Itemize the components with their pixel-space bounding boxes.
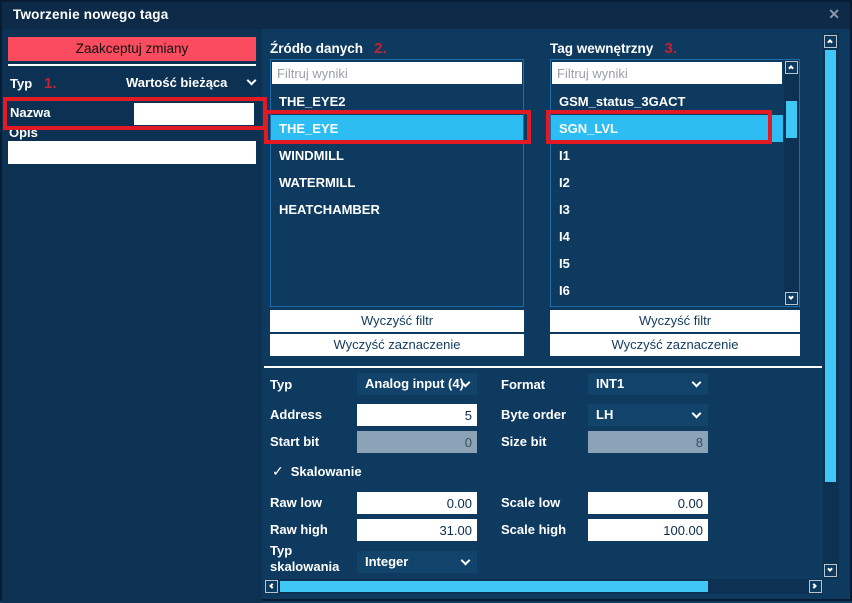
- internal-tag-listbox: GSM_status_3GACT SGN_LVL I1 I2 I3 I4 I5 …: [550, 59, 800, 307]
- scrollbar-thumb[interactable]: [280, 581, 708, 592]
- scaling-type-value: Integer: [365, 554, 409, 569]
- data-source-listbox: THE_EYE2 THE_EYE WINDMILL WATERMILL HEAT…: [270, 59, 524, 307]
- raw-low-input[interactable]: [357, 492, 477, 514]
- left-panel: Zaakceptuj zmiany Typ 1. Wartość bieżąca…: [2, 29, 267, 603]
- chevron-left-icon: [269, 583, 275, 589]
- register-type-dropdown[interactable]: Analog input (4): [357, 373, 477, 395]
- chevron-up-icon: [827, 39, 833, 45]
- scale-low-label: Scale low: [501, 495, 561, 510]
- checkbox-checked-icon: ✓: [272, 463, 284, 479]
- list-item[interactable]: I4: [559, 229, 570, 244]
- data-source-clear-filter-button[interactable]: Wyczyść filtr: [270, 310, 524, 332]
- start-bit-input: [357, 431, 477, 453]
- accept-changes-button[interactable]: Zaakceptuj zmiany: [8, 37, 256, 61]
- register-type-value: Analog input (4): [365, 376, 464, 391]
- scaling-checkbox-label: Skalowanie: [290, 464, 362, 479]
- internal-tag-clear-selection-button[interactable]: Wyczyść zaznaczenie: [550, 334, 800, 356]
- panel-divider: [8, 64, 256, 66]
- address-label: Address: [270, 407, 323, 422]
- scroll-down-button[interactable]: [785, 292, 798, 305]
- data-source-filter-input[interactable]: [272, 62, 522, 84]
- annotation-number-3: 3.: [664, 40, 678, 57]
- typ-label: Typ: [10, 76, 33, 91]
- chevron-up-icon: [788, 65, 794, 71]
- chevron-down-icon: [691, 408, 702, 419]
- close-icon[interactable]: ✕: [828, 6, 840, 22]
- raw-low-label: Raw low: [270, 495, 323, 510]
- form-typ-label: Typ: [270, 377, 293, 392]
- size-bit-label: Size bit: [501, 434, 547, 449]
- list-item-selected[interactable]: THE_EYE: [271, 115, 523, 142]
- chevron-right-icon: [811, 583, 817, 589]
- list-item[interactable]: I3: [559, 202, 570, 217]
- internal-tag-header: Tag wewnętrzny 3.: [550, 40, 678, 57]
- internal-tag-clear-filter-button[interactable]: Wyczyść filtr: [550, 310, 800, 332]
- chevron-down-icon: [827, 566, 833, 572]
- list-item-selected[interactable]: SGN_LVL: [551, 115, 783, 142]
- address-input[interactable]: [357, 404, 477, 426]
- dialog-titlebar: Tworzenie nowego taga ✕: [2, 2, 850, 29]
- byte-order-value: LH: [596, 407, 614, 422]
- list-item[interactable]: THE_EYE2: [279, 94, 346, 109]
- nazwa-input[interactable]: [134, 103, 254, 125]
- list-item[interactable]: WINDMILL: [279, 148, 344, 163]
- list-item[interactable]: I1: [559, 148, 570, 163]
- data-source-header: Źródło danych 2.: [270, 40, 387, 57]
- byte-order-label: Byte order: [501, 407, 567, 422]
- scaling-type-label: Typ skalowania: [270, 543, 340, 574]
- list-item[interactable]: I6: [559, 283, 570, 298]
- scale-high-input[interactable]: [588, 519, 708, 541]
- opis-label: Opis: [9, 125, 38, 140]
- size-bit-input: [588, 431, 708, 453]
- scroll-left-button[interactable]: [265, 580, 278, 593]
- chevron-down-icon: [788, 294, 794, 300]
- nazwa-label: Nazwa: [10, 105, 51, 120]
- chevron-down-icon: [691, 377, 702, 388]
- dialog-horizontal-scrollbar[interactable]: [264, 579, 823, 594]
- data-source-clear-selection-button[interactable]: Wyczyść zaznaczenie: [270, 334, 524, 356]
- format-label: Format: [501, 377, 546, 392]
- tag-type-dropdown[interactable]: Wartość bieżąca: [108, 71, 260, 95]
- list-item[interactable]: I7: [551, 304, 783, 306]
- format-value: INT1: [596, 376, 625, 391]
- scale-high-label: Scale high: [501, 522, 567, 537]
- start-bit-label: Start bit: [270, 434, 320, 449]
- byte-order-dropdown[interactable]: LH: [588, 404, 708, 426]
- scroll-down-button[interactable]: [824, 564, 837, 577]
- chevron-down-icon: [460, 555, 471, 566]
- scaling-type-dropdown[interactable]: Integer: [357, 551, 477, 573]
- format-dropdown[interactable]: INT1: [588, 373, 708, 395]
- list-item[interactable]: GSM_status_3GACT: [559, 94, 686, 109]
- chevron-down-icon: [246, 75, 257, 86]
- list-item[interactable]: WATERMILL: [279, 175, 356, 190]
- internal-tag-list-scrollbar[interactable]: [784, 60, 799, 306]
- annotation-number-1: 1.: [44, 75, 57, 92]
- list-item[interactable]: HEATCHAMBER: [279, 202, 380, 217]
- opis-input[interactable]: [8, 141, 256, 164]
- dialog-title: Tworzenie nowego taga: [13, 7, 169, 22]
- scrollbar-thumb[interactable]: [825, 50, 836, 482]
- raw-high-label: Raw high: [270, 522, 328, 537]
- scroll-right-button[interactable]: [809, 580, 822, 593]
- scroll-up-button[interactable]: [824, 35, 837, 48]
- scaling-checkbox[interactable]: ✓ Skalowanie: [272, 463, 362, 480]
- tag-type-dropdown-value: Wartość bieżąca: [126, 75, 228, 90]
- raw-high-input[interactable]: [357, 519, 477, 541]
- annotation-number-2: 2.: [374, 40, 387, 57]
- scrollbar-thumb[interactable]: [786, 101, 797, 138]
- list-item[interactable]: I2: [559, 175, 570, 190]
- dialog-vertical-scrollbar[interactable]: [823, 33, 839, 579]
- internal-tag-filter-input[interactable]: [552, 62, 782, 84]
- scale-low-input[interactable]: [588, 492, 708, 514]
- scroll-up-button[interactable]: [785, 61, 798, 74]
- section-divider: [264, 366, 822, 368]
- list-item[interactable]: I5: [559, 256, 570, 271]
